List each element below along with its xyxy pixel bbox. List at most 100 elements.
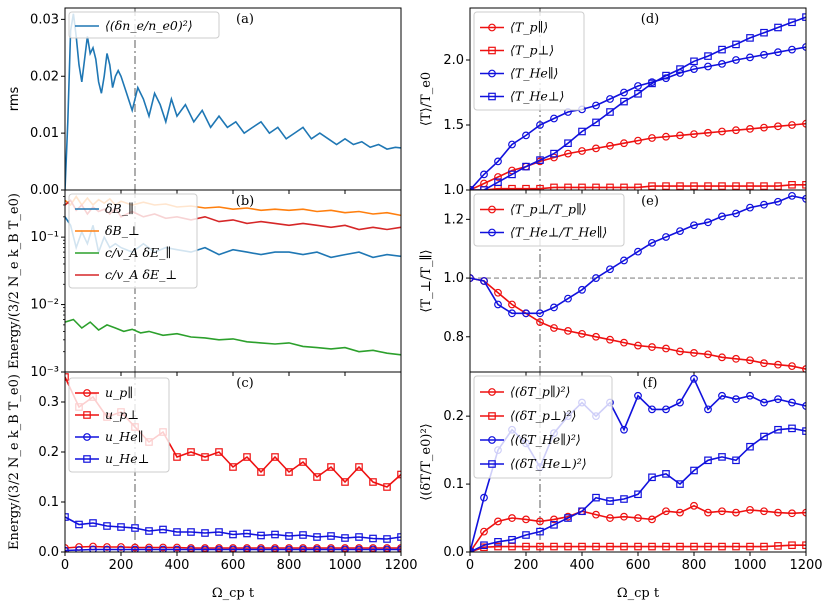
y-axis-label-a: rms (7, 87, 22, 112)
data-point (788, 424, 796, 433)
data-point (327, 463, 335, 471)
data-point (369, 545, 377, 552)
data-point (187, 545, 195, 552)
data-point (355, 545, 363, 552)
data-point (746, 391, 754, 400)
data-point (704, 128, 712, 137)
data-point (257, 531, 265, 540)
data-point (592, 101, 600, 110)
series-line-0 (470, 122, 806, 190)
data-point (606, 141, 614, 150)
y-axis-label-b: Energy/(3/2 N_e k_B T_e0) (7, 193, 22, 369)
data-point (774, 182, 782, 190)
data-point (620, 425, 628, 434)
y-tick-label: 0.3 (38, 395, 59, 410)
data-point (522, 184, 530, 190)
x-tick-label: 400 (165, 558, 190, 573)
data-point (369, 534, 377, 543)
panel-label: (a) (236, 12, 254, 27)
axes-frame (64, 371, 402, 553)
legend-box (68, 193, 198, 289)
data-point (592, 332, 600, 341)
legend-marker (488, 460, 496, 468)
panel-b: 10⁻³ 10⁻² 10⁻¹ (b) δB_∥ δB_⊥ c/v_A δE_∥ c/v_A δ… (30, 189, 402, 380)
data-point (243, 453, 251, 461)
data-point (774, 542, 782, 550)
y-tick-label: 0.0 (443, 545, 464, 560)
data-point (606, 514, 614, 522)
data-point (299, 545, 307, 552)
data-point (508, 309, 516, 318)
data-point (327, 532, 335, 540)
data-point (648, 79, 656, 88)
data-point (774, 395, 782, 404)
data-point (243, 529, 251, 538)
data-point (201, 529, 209, 537)
data-point (788, 191, 796, 200)
data-point (746, 34, 754, 42)
data-point (117, 545, 125, 552)
data-point (508, 300, 516, 309)
data-point (550, 521, 558, 529)
legend-label: c/v_A δE_∥ (105, 245, 171, 260)
data-point (648, 343, 656, 351)
data-point (704, 456, 712, 465)
data-point (397, 545, 401, 552)
y-tick-label: 1.0 (443, 183, 464, 198)
data-point (648, 542, 656, 551)
data-point (676, 227, 684, 235)
data-point (578, 507, 586, 516)
data-point (480, 186, 488, 190)
data-point (690, 57, 698, 66)
data-point (508, 140, 516, 149)
data-point (718, 453, 726, 461)
panel-f: 0.0 0.1 0.2 0 200 400 600 800 1000 1200 (f) ⟨(δT_p∥… (443, 371, 823, 573)
data-point (662, 132, 670, 141)
data-point (760, 50, 768, 59)
data-point (578, 127, 586, 136)
data-point (201, 545, 209, 552)
data-point (746, 53, 754, 62)
data-point (662, 182, 670, 190)
data-point (648, 238, 656, 247)
y-tick-label: 10⁻¹ (30, 230, 59, 245)
data-point (802, 508, 806, 517)
data-point (536, 542, 544, 551)
data-point (690, 130, 698, 139)
x-tick-label: 1000 (328, 558, 361, 573)
data-point (606, 265, 614, 274)
data-point (383, 535, 391, 543)
data-point (285, 545, 293, 552)
axes-frame (469, 371, 807, 553)
data-point (606, 95, 614, 103)
legend-label: ⟨T_p⊥⟩ (510, 43, 554, 58)
data-point (271, 545, 279, 552)
series-line-2 (65, 318, 401, 356)
data-point (718, 391, 726, 400)
data-point (634, 542, 642, 551)
data-point (774, 360, 782, 369)
data-point (383, 545, 391, 552)
data-point (299, 531, 307, 539)
data-point (732, 395, 740, 404)
data-point (564, 294, 572, 303)
data-point (229, 545, 237, 552)
data-point (676, 542, 684, 551)
data-point (648, 134, 656, 142)
data-point (634, 341, 642, 350)
data-point (662, 542, 670, 551)
legend-box (68, 377, 170, 473)
data-point (550, 183, 558, 190)
y-axis-label-c: Energy/(3/2 N_e k_B T_e0) (7, 374, 22, 550)
data-point (494, 542, 502, 551)
panel-c: 0.0 0.1 0.2 0.3 0 200 400 600 800 1000 1200 (c) u_p∥… (38, 371, 418, 573)
data-point (648, 182, 656, 190)
y-tick-label: 0.0 (38, 545, 59, 560)
data-point (746, 505, 754, 514)
data-point (536, 309, 544, 318)
data-point (606, 542, 614, 551)
x-tick-label: 200 (514, 558, 539, 573)
data-point (676, 480, 684, 488)
data-point (718, 542, 726, 551)
data-point (65, 513, 69, 521)
